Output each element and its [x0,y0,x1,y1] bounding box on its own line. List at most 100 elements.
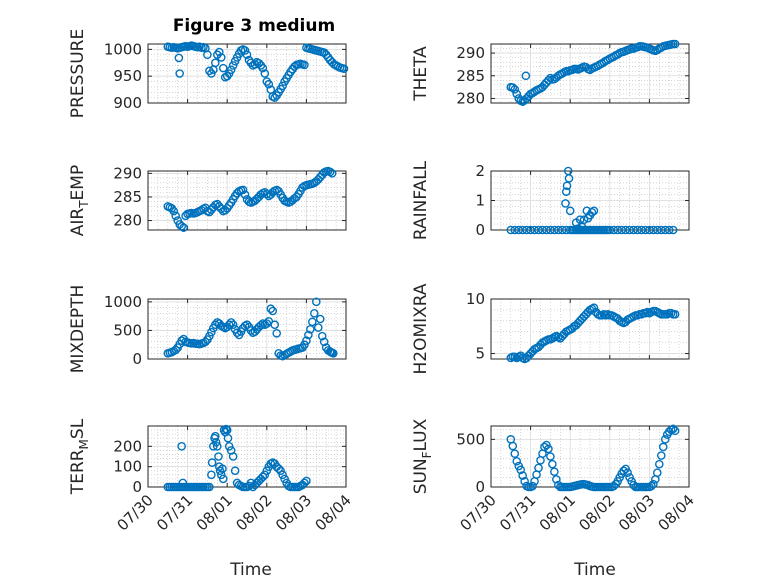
data-point [564,174,574,183]
data-point [300,60,309,70]
x-tick-label: 08/01 [536,491,579,534]
y-axis-label: SUNFLUX [411,418,434,494]
data-point [178,478,188,488]
data-point [641,225,650,235]
data-point [510,85,520,94]
data-point [605,225,615,235]
data-point [554,225,563,235]
data-point [579,215,589,224]
panel-air-temp: 280 285 290 AIRTEMP [68,164,347,236]
data-point [325,167,335,177]
data-point [623,468,632,478]
y-tick-label: 200 [113,437,142,455]
data-point [512,89,522,99]
data-point [171,345,181,355]
data-point [226,318,236,327]
data-point [226,65,236,75]
data-point [278,81,287,91]
data-point [264,79,274,89]
data-point [647,481,656,491]
data-point [274,464,283,474]
x-tick-label: 07/31 [496,491,539,534]
y-axis-label: H2OMIXRA [411,283,431,374]
axes-box [490,43,690,104]
data-point [311,297,321,307]
y-tick-label: 950 [113,67,142,85]
data-point [649,479,658,489]
y-tick-label: 280 [113,212,142,230]
data-point [242,50,252,60]
data-point [561,187,571,196]
data-point [339,64,349,73]
data-point [534,463,543,473]
x-axis-label-right: Time [573,560,616,580]
axes-box [147,43,347,104]
data-point [300,478,309,488]
data-point [589,206,599,216]
x-tick-label: 08/04 [312,491,355,534]
data-point [240,46,250,55]
data-point [573,224,583,233]
data-point [238,185,248,195]
y-tick-label: 280 [456,89,485,107]
y-tick-label: 290 [113,164,142,182]
data-point [177,221,186,231]
data-point [266,304,276,314]
data-point [653,225,662,235]
y-tick-label: 5 [475,345,485,363]
data-point [670,426,680,436]
axes-box [490,298,690,360]
data-point [177,336,186,346]
y-tick-label: 500 [456,430,485,448]
data-point [216,53,226,62]
data-point [302,336,311,346]
panel-h2omixra: 5 10 H2OMIXRA [411,283,690,375]
data-point [542,225,551,235]
data-point [637,225,646,235]
data-point [175,69,184,78]
data-point [540,442,549,452]
x-tick-label: 08/02 [575,491,618,534]
data-point [211,431,220,441]
y-tick-label: 1000 [104,40,142,58]
data-point [300,340,309,350]
data-point [510,449,520,458]
data-point [214,47,224,57]
data-point [205,482,214,492]
data-point [262,319,272,328]
data-point [258,63,268,73]
data-point [668,225,678,235]
data-point [625,225,634,235]
data-point [211,437,221,447]
figure-title: Figure 3 medium [173,16,335,36]
y-axis-label: AIRTEMP [68,165,91,236]
data-point [587,207,597,217]
data-point [546,73,555,83]
axes-box [147,298,347,360]
data-point [621,225,630,235]
data-point [528,481,537,491]
data-point [228,452,238,461]
data-point [629,480,638,490]
data-point [215,466,225,476]
data-point [552,475,561,484]
data-point [514,225,524,235]
data-point [278,470,287,480]
data-point [211,320,220,330]
data-point [649,225,658,235]
y-axis-label: THETA [411,46,431,102]
x-tick-label: 07/31 [153,491,196,534]
y-tick-label: 0 [475,221,485,239]
panel-theta: 280 285 290 THETA [411,39,690,107]
data-point [327,169,337,178]
y-tick-label: 10 [466,290,485,308]
data-point [268,306,278,316]
data-point [224,442,234,451]
data-point [670,309,680,319]
data-point [544,76,553,85]
data-point [656,451,666,460]
data-point [526,225,535,235]
data-point [613,225,623,235]
data-point [169,206,179,216]
